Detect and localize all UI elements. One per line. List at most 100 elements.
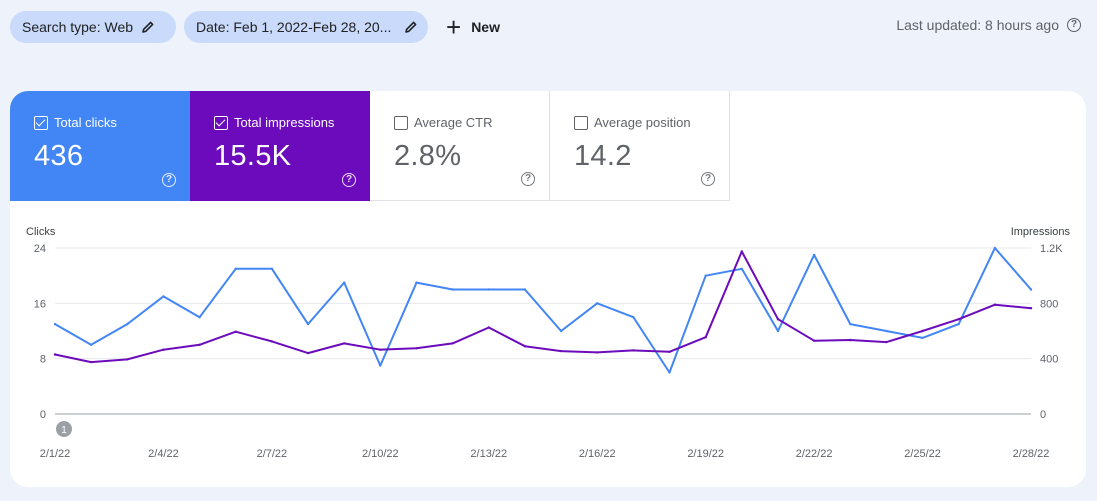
clicks-data-point[interactable] <box>993 246 997 250</box>
annotation-badge[interactable] <box>56 421 72 437</box>
x-tick-label: 2/19/22 <box>687 448 724 460</box>
clicks-data-point[interactable] <box>812 253 816 257</box>
clicks-data-point[interactable] <box>632 316 635 319</box>
clicks-data-point[interactable] <box>126 322 129 326</box>
metric-card-average-ctr[interactable]: Average CTR 2.8% ? <box>370 91 550 201</box>
clicks-data-point[interactable] <box>523 288 527 291</box>
metric-label: Average position <box>594 115 691 130</box>
impressions-data-point[interactable] <box>415 347 418 350</box>
help-icon[interactable]: ? <box>342 173 356 187</box>
x-tick-label: 2/16/22 <box>579 448 616 460</box>
clicks-data-point[interactable] <box>885 329 888 333</box>
metric-header: Average position <box>574 115 729 130</box>
x-tick-label: 2/4/22 <box>148 448 179 460</box>
y-tick-label-right: 800 <box>1040 298 1058 310</box>
impressions-data-point[interactable] <box>306 351 310 355</box>
impressions-data-point[interactable] <box>270 340 274 343</box>
clicks-data-point[interactable] <box>198 316 201 319</box>
checkbox-checked-icon[interactable] <box>214 115 228 130</box>
impressions-data-point[interactable] <box>162 348 165 351</box>
metric-header: Average CTR <box>394 115 549 130</box>
impressions-data-point[interactable] <box>1029 307 1033 310</box>
clicks-data-point[interactable] <box>234 267 237 270</box>
impressions-data-point[interactable] <box>126 358 129 361</box>
clicks-series-line <box>54 247 1032 374</box>
impressions-data-point[interactable] <box>343 342 346 345</box>
impressions-data-point[interactable] <box>596 351 599 354</box>
clicks-data-point[interactable] <box>53 322 57 326</box>
impressions-data-point[interactable] <box>885 340 888 344</box>
impressions-data-point[interactable] <box>523 345 527 348</box>
clicks-data-point[interactable] <box>162 295 165 298</box>
x-tick-label: 2/25/22 <box>904 448 941 460</box>
impressions-data-point[interactable] <box>379 348 382 351</box>
checkbox-unchecked-icon[interactable] <box>574 115 588 130</box>
search-type-chip-label: Search type: Web <box>22 19 134 35</box>
clicks-data-point[interactable] <box>451 288 454 291</box>
clicks-data-point[interactable] <box>306 322 310 326</box>
search-type-chip[interactable]: Search type: Web <box>10 11 176 43</box>
impressions-data-point[interactable] <box>812 339 816 342</box>
metric-card-average-position[interactable]: Average position 14.2 ? <box>550 91 730 201</box>
clicks-data-point[interactable] <box>776 329 780 333</box>
metric-label: Total impressions <box>234 115 335 130</box>
new-filter-button[interactable]: + New <box>442 11 508 43</box>
help-icon[interactable]: ? <box>701 172 715 186</box>
checkbox-checked-icon[interactable] <box>34 115 48 130</box>
metric-value: 15.5K <box>214 140 292 172</box>
impressions-data-point[interactable] <box>776 318 780 321</box>
clicks-data-point[interactable] <box>921 336 924 340</box>
y-axis-title-left: Clicks <box>26 226 56 238</box>
metric-card-total-clicks[interactable]: Total clicks 436 ? <box>10 91 190 201</box>
x-tick-label: 2/1/22 <box>40 448 71 460</box>
clicks-data-point[interactable] <box>668 371 671 374</box>
clicks-data-point[interactable] <box>849 322 852 326</box>
impressions-data-point[interactable] <box>957 318 960 321</box>
impressions-data-point[interactable] <box>198 343 201 346</box>
impressions-data-point[interactable] <box>668 350 671 353</box>
impressions-data-point[interactable] <box>632 349 635 352</box>
impressions-data-point[interactable] <box>849 338 852 342</box>
clicks-data-point[interactable] <box>559 329 563 333</box>
clicks-data-point[interactable] <box>343 281 346 284</box>
last-updated-text: Last updated: 8 hours ago <box>896 17 1059 33</box>
x-tick-label: 2/13/22 <box>470 448 507 460</box>
impressions-data-point[interactable] <box>89 360 93 364</box>
impressions-data-point[interactable] <box>234 330 237 333</box>
impressions-data-point[interactable] <box>921 329 924 333</box>
y-tick-label-right: 400 <box>1040 354 1058 366</box>
impressions-data-point[interactable] <box>704 336 707 339</box>
clicks-data-point[interactable] <box>704 274 707 277</box>
impressions-data-point[interactable] <box>487 326 490 329</box>
x-tick-label: 2/28/22 <box>1013 448 1050 460</box>
clicks-data-point[interactable] <box>379 364 382 367</box>
performance-card: Clicks Impressions 24 1.2K 16 800 8 400 0 0 2/1/22… <box>10 91 1086 487</box>
impressions-data-point[interactable] <box>559 349 563 353</box>
date-range-chip[interactable]: Date: Feb 1, 2022-Feb 28, 20... <box>184 11 428 43</box>
edit-pencil-icon[interactable] <box>141 20 155 34</box>
y-axis-title-right: Impressions <box>1011 226 1071 238</box>
clicks-data-point[interactable] <box>89 343 93 346</box>
filter-bar: Search type: Web Date: Feb 1, 2022-Feb 2… <box>0 0 1097 54</box>
clicks-data-point[interactable] <box>596 302 599 305</box>
help-icon[interactable]: ? <box>162 173 176 187</box>
clicks-data-point[interactable] <box>415 281 418 284</box>
impressions-data-point[interactable] <box>993 303 997 306</box>
metric-card-total-impressions[interactable]: Total impressions 15.5K ? <box>190 91 370 201</box>
edit-pencil-icon[interactable] <box>404 20 418 34</box>
help-icon[interactable]: ? <box>521 172 535 186</box>
clicks-data-point[interactable] <box>740 267 743 270</box>
metric-header: Total clicks <box>34 115 190 130</box>
impressions-data-point[interactable] <box>53 353 57 356</box>
impressions-data-point[interactable] <box>451 342 454 345</box>
help-icon[interactable]: ? <box>1067 18 1081 32</box>
checkbox-unchecked-icon[interactable] <box>394 115 408 130</box>
y-tick-label-left: 8 <box>40 354 46 366</box>
clicks-data-point[interactable] <box>957 322 960 326</box>
clicks-data-point[interactable] <box>1029 288 1033 291</box>
last-updated-status: Last updated: 8 hours ago ? <box>896 17 1081 33</box>
clicks-data-point[interactable] <box>487 288 490 291</box>
metric-label: Average CTR <box>414 115 493 130</box>
impressions-data-point[interactable] <box>740 250 743 253</box>
clicks-data-point[interactable] <box>270 267 274 270</box>
